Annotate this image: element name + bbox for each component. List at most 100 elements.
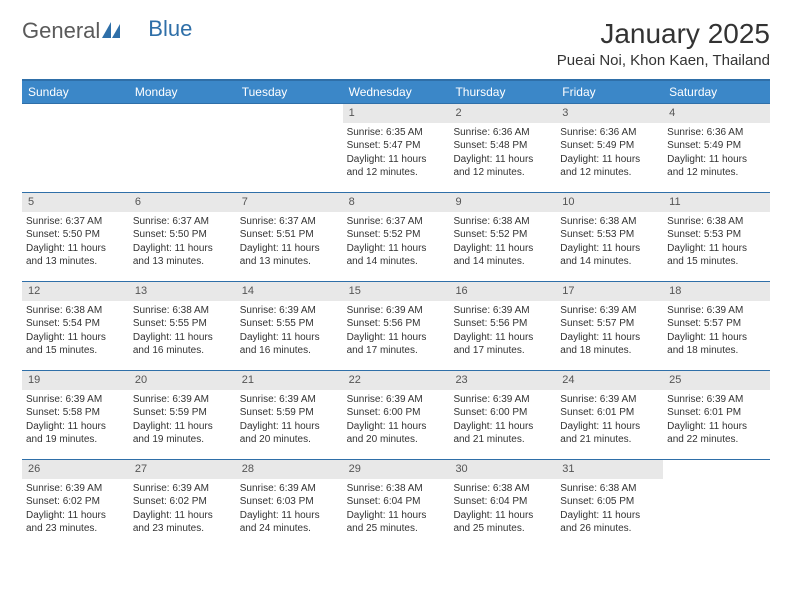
day-daylight1: Daylight: 11 hours [453,331,552,345]
day-sunset: Sunset: 5:55 PM [133,317,232,331]
day-cell: 28Sunrise: 6:39 AMSunset: 6:03 PMDayligh… [236,460,343,548]
day-daylight2: and 14 minutes. [453,255,552,269]
day-daylight2: and 26 minutes. [560,522,659,536]
day-sunrise: Sunrise: 6:39 AM [347,393,446,407]
day-cell: 27Sunrise: 6:39 AMSunset: 6:02 PMDayligh… [129,460,236,548]
day-body: Sunrise: 6:37 AMSunset: 5:52 PMDaylight:… [343,212,450,273]
week-row: ...1Sunrise: 6:35 AMSunset: 5:47 PMDayli… [22,103,770,192]
day-body: Sunrise: 6:38 AMSunset: 6:05 PMDaylight:… [556,479,663,540]
day-number: 17 [556,282,663,301]
day-sunrise: Sunrise: 6:36 AM [560,126,659,140]
day-number: 29 [343,460,450,479]
day-daylight1: Daylight: 11 hours [347,153,446,167]
day-daylight2: and 25 minutes. [453,522,552,536]
day-sunrise: Sunrise: 6:38 AM [347,482,446,496]
day-cell: 31Sunrise: 6:38 AMSunset: 6:05 PMDayligh… [556,460,663,548]
day-sunset: Sunset: 5:58 PM [26,406,125,420]
day-sunrise: Sunrise: 6:39 AM [26,393,125,407]
day-sunrise: Sunrise: 6:39 AM [133,482,232,496]
day-sunrise: Sunrise: 6:39 AM [453,393,552,407]
day-cell: 25Sunrise: 6:39 AMSunset: 6:01 PMDayligh… [663,371,770,459]
day-body: Sunrise: 6:39 AMSunset: 5:55 PMDaylight:… [236,301,343,362]
weekday-row: SundayMondayTuesdayWednesdayThursdayFrid… [22,81,770,103]
day-number: 22 [343,371,450,390]
day-cell: 24Sunrise: 6:39 AMSunset: 6:01 PMDayligh… [556,371,663,459]
day-daylight1: Daylight: 11 hours [667,331,766,345]
day-body: Sunrise: 6:36 AMSunset: 5:49 PMDaylight:… [663,123,770,184]
day-number: 11 [663,193,770,212]
day-daylight2: and 22 minutes. [667,433,766,447]
day-number: 15 [343,282,450,301]
day-daylight1: Daylight: 11 hours [560,331,659,345]
day-sunrise: Sunrise: 6:38 AM [453,482,552,496]
day-body: Sunrise: 6:39 AMSunset: 6:00 PMDaylight:… [343,390,450,451]
day-sunset: Sunset: 6:01 PM [560,406,659,420]
day-daylight1: Daylight: 11 hours [667,242,766,256]
day-daylight2: and 18 minutes. [560,344,659,358]
day-sunrise: Sunrise: 6:39 AM [667,304,766,318]
day-body: Sunrise: 6:39 AMSunset: 5:56 PMDaylight:… [343,301,450,362]
day-sunrise: Sunrise: 6:37 AM [26,215,125,229]
day-body: Sunrise: 6:39 AMSunset: 5:56 PMDaylight:… [449,301,556,362]
day-daylight1: Daylight: 11 hours [453,153,552,167]
week-row: 12Sunrise: 6:38 AMSunset: 5:54 PMDayligh… [22,281,770,370]
day-sunset: Sunset: 5:49 PM [560,139,659,153]
day-body: Sunrise: 6:39 AMSunset: 5:59 PMDaylight:… [236,390,343,451]
day-body: Sunrise: 6:39 AMSunset: 6:01 PMDaylight:… [663,390,770,451]
day-sunset: Sunset: 6:03 PM [240,495,339,509]
day-cell: 15Sunrise: 6:39 AMSunset: 5:56 PMDayligh… [343,282,450,370]
day-daylight2: and 12 minutes. [560,166,659,180]
day-number: 3 [556,104,663,123]
day-sunrise: Sunrise: 6:38 AM [133,304,232,318]
day-body: Sunrise: 6:38 AMSunset: 5:53 PMDaylight:… [556,212,663,273]
day-body: Sunrise: 6:39 AMSunset: 6:01 PMDaylight:… [556,390,663,451]
day-sunrise: Sunrise: 6:35 AM [347,126,446,140]
day-body: Sunrise: 6:39 AMSunset: 5:57 PMDaylight:… [663,301,770,362]
day-daylight1: Daylight: 11 hours [453,242,552,256]
logo-sail-icon [102,18,120,44]
day-cell: 4Sunrise: 6:36 AMSunset: 5:49 PMDaylight… [663,104,770,192]
day-cell: 13Sunrise: 6:38 AMSunset: 5:55 PMDayligh… [129,282,236,370]
day-daylight2: and 14 minutes. [347,255,446,269]
day-sunset: Sunset: 6:05 PM [560,495,659,509]
weekday-header: Sunday [22,81,129,103]
day-number: 4 [663,104,770,123]
day-cell: 11Sunrise: 6:38 AMSunset: 5:53 PMDayligh… [663,193,770,281]
day-cell: . [663,460,770,548]
day-sunset: Sunset: 5:55 PM [240,317,339,331]
day-sunrise: Sunrise: 6:39 AM [560,304,659,318]
day-number: 25 [663,371,770,390]
day-sunset: Sunset: 5:50 PM [133,228,232,242]
day-cell: 21Sunrise: 6:39 AMSunset: 5:59 PMDayligh… [236,371,343,459]
day-body: Sunrise: 6:39 AMSunset: 6:00 PMDaylight:… [449,390,556,451]
day-daylight2: and 14 minutes. [560,255,659,269]
day-sunset: Sunset: 6:04 PM [347,495,446,509]
day-daylight2: and 19 minutes. [26,433,125,447]
day-cell: 6Sunrise: 6:37 AMSunset: 5:50 PMDaylight… [129,193,236,281]
day-daylight1: Daylight: 11 hours [240,331,339,345]
day-sunset: Sunset: 5:59 PM [133,406,232,420]
day-body: Sunrise: 6:39 AMSunset: 5:57 PMDaylight:… [556,301,663,362]
day-body: Sunrise: 6:38 AMSunset: 5:54 PMDaylight:… [22,301,129,362]
day-number: 30 [449,460,556,479]
weekday-header: Thursday [449,81,556,103]
day-cell: 23Sunrise: 6:39 AMSunset: 6:00 PMDayligh… [449,371,556,459]
day-sunset: Sunset: 5:56 PM [453,317,552,331]
day-number: 18 [663,282,770,301]
month-title: January 2025 [557,18,770,50]
day-sunset: Sunset: 6:00 PM [453,406,552,420]
day-daylight2: and 20 minutes. [240,433,339,447]
day-cell: 17Sunrise: 6:39 AMSunset: 5:57 PMDayligh… [556,282,663,370]
day-daylight1: Daylight: 11 hours [26,420,125,434]
day-daylight1: Daylight: 11 hours [667,420,766,434]
day-sunset: Sunset: 6:04 PM [453,495,552,509]
day-body: Sunrise: 6:37 AMSunset: 5:50 PMDaylight:… [22,212,129,273]
day-sunrise: Sunrise: 6:39 AM [240,482,339,496]
day-sunset: Sunset: 5:59 PM [240,406,339,420]
day-number: 28 [236,460,343,479]
day-number: 23 [449,371,556,390]
day-daylight2: and 17 minutes. [347,344,446,358]
day-daylight1: Daylight: 11 hours [26,242,125,256]
weeks-container: ...1Sunrise: 6:35 AMSunset: 5:47 PMDayli… [22,103,770,548]
day-cell: 18Sunrise: 6:39 AMSunset: 5:57 PMDayligh… [663,282,770,370]
